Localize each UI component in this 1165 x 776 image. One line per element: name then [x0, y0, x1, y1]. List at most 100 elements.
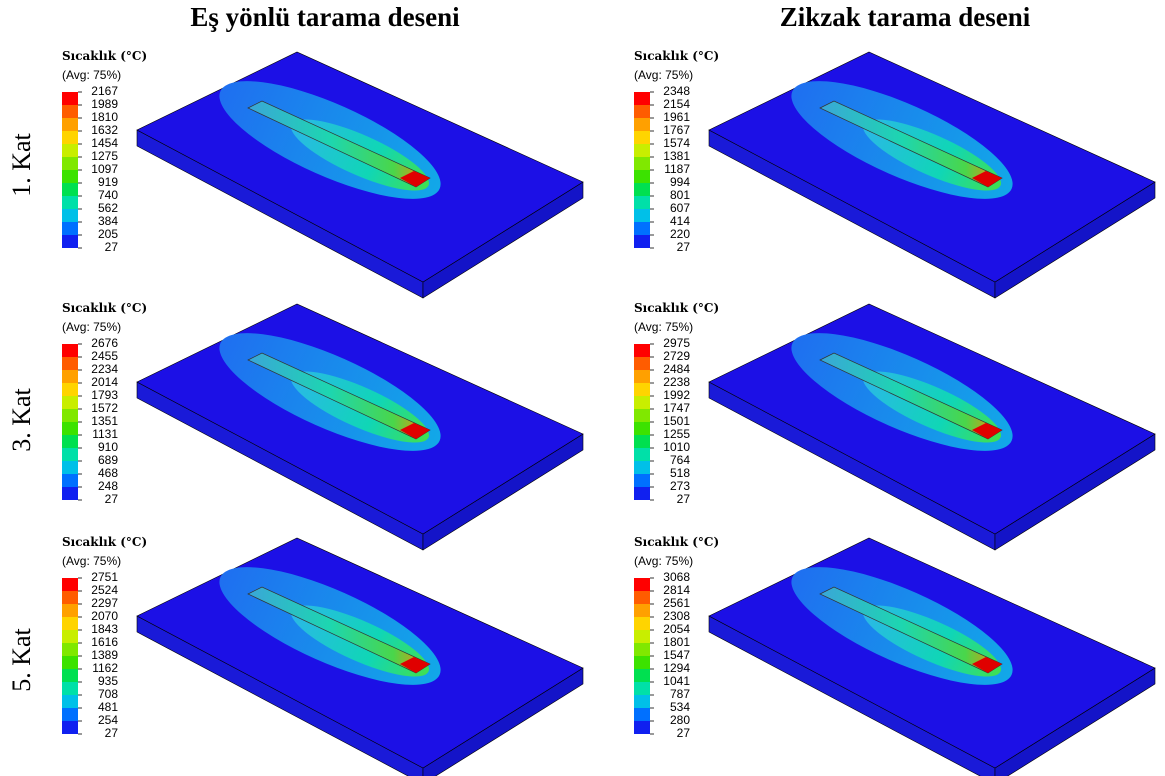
legend-avg: (Avg: 75%)	[634, 554, 693, 568]
legend-band	[634, 183, 650, 196]
legend-band	[634, 105, 650, 118]
panel: Sıcaklık (°C)(Avg: 75%)27512524229720701…	[62, 535, 584, 776]
panel: Sıcaklık (°C)(Avg: 75%)29752729248422381…	[634, 301, 1156, 551]
legend-value: 1574	[663, 136, 690, 150]
legend-value: 2154	[663, 97, 690, 111]
legend-band	[62, 656, 78, 669]
legend-value: 273	[670, 479, 690, 493]
legend-value: 1501	[663, 414, 690, 428]
legend-value: 1275	[91, 149, 118, 163]
legend-band	[634, 656, 650, 669]
legend-band	[62, 669, 78, 682]
legend-value: 1010	[663, 440, 690, 454]
legend-value: 518	[670, 466, 690, 480]
legend-band	[634, 695, 650, 708]
legend-value: 27	[105, 492, 119, 506]
legend-value: 2524	[91, 583, 118, 597]
legend-value: 384	[98, 214, 118, 228]
legend-value: 1767	[663, 123, 690, 137]
legend-band	[62, 235, 78, 248]
row-label: 3. Kat	[7, 387, 36, 451]
legend-title: Sıcaklık (°C)	[62, 49, 147, 63]
legend-band	[62, 383, 78, 396]
legend-band	[634, 396, 650, 409]
legend-value: 2455	[91, 349, 118, 363]
legend-value: 2167	[91, 84, 118, 98]
legend-value: 1992	[663, 388, 690, 402]
legend-value: 3068	[663, 570, 690, 584]
legend-band	[634, 630, 650, 643]
legend-value: 910	[98, 440, 118, 454]
bead-tip	[972, 657, 1002, 673]
legend-value: 1131	[92, 427, 118, 441]
legend-band	[634, 604, 650, 617]
legend-band	[634, 118, 650, 131]
legend-band	[634, 435, 650, 448]
legend-band	[62, 578, 78, 591]
legend-value: 27	[677, 492, 691, 506]
legend-value: 1097	[91, 162, 118, 176]
legend-band	[634, 721, 650, 734]
legend-title: Sıcaklık (°C)	[634, 535, 719, 549]
legend-value: 801	[670, 188, 690, 202]
legend-band	[62, 487, 78, 500]
legend-band	[634, 409, 650, 422]
column-title: Eş yönlü tarama deseni	[190, 2, 460, 32]
legend-band	[62, 461, 78, 474]
legend-value: 1961	[663, 110, 690, 124]
legend-title: Sıcaklık (°C)	[634, 49, 719, 63]
legend-band	[634, 422, 650, 435]
legend-avg: (Avg: 75%)	[62, 554, 121, 568]
legend-band	[634, 209, 650, 222]
legend-band	[62, 409, 78, 422]
legend-value: 1162	[92, 661, 118, 675]
legend-value: 2070	[91, 609, 118, 623]
legend-band	[634, 461, 650, 474]
legend-value: 1616	[91, 635, 118, 649]
legend-value: 935	[98, 674, 118, 688]
legend-band	[634, 591, 650, 604]
panel: Sıcaklık (°C)(Avg: 75%)21671989181016321…	[62, 49, 584, 299]
legend-band	[62, 422, 78, 435]
legend-value: 740	[98, 188, 118, 202]
legend-band	[634, 474, 650, 487]
legend-value: 787	[670, 687, 690, 701]
legend-band	[62, 604, 78, 617]
legend-value: 1843	[91, 622, 118, 636]
legend-value: 1041	[663, 674, 690, 688]
legend-band	[634, 157, 650, 170]
legend-value: 2238	[663, 375, 690, 389]
legend-value: 27	[105, 726, 119, 740]
legend-band	[62, 708, 78, 721]
legend-value: 1801	[663, 635, 690, 649]
legend-value: 689	[98, 453, 118, 467]
legend-avg: (Avg: 75%)	[62, 320, 121, 334]
legend-band	[634, 235, 650, 248]
legend-band	[62, 118, 78, 131]
legend-value: 2297	[91, 596, 118, 610]
legend-band	[62, 474, 78, 487]
legend-avg: (Avg: 75%)	[634, 320, 693, 334]
legend-value: 27	[105, 240, 119, 254]
legend-band	[62, 105, 78, 118]
legend-value: 468	[98, 466, 118, 480]
bead-tip	[400, 657, 430, 673]
legend-band	[634, 578, 650, 591]
legend-band	[634, 92, 650, 105]
legend-value: 764	[670, 453, 690, 467]
bead-tip	[400, 171, 430, 187]
legend-band	[634, 131, 650, 144]
legend-value: 1632	[91, 123, 118, 137]
legend-band	[634, 357, 650, 370]
legend-value: 481	[98, 700, 118, 714]
legend-value: 1381	[663, 149, 690, 163]
legend-band	[634, 617, 650, 630]
legend-value: 220	[670, 227, 690, 241]
legend-value: 254	[98, 713, 118, 727]
legend-value: 2484	[663, 362, 690, 376]
legend-band	[634, 669, 650, 682]
legend-band	[634, 682, 650, 695]
legend-band	[634, 196, 650, 209]
legend-avg: (Avg: 75%)	[62, 68, 121, 82]
legend-value: 1572	[91, 401, 118, 415]
